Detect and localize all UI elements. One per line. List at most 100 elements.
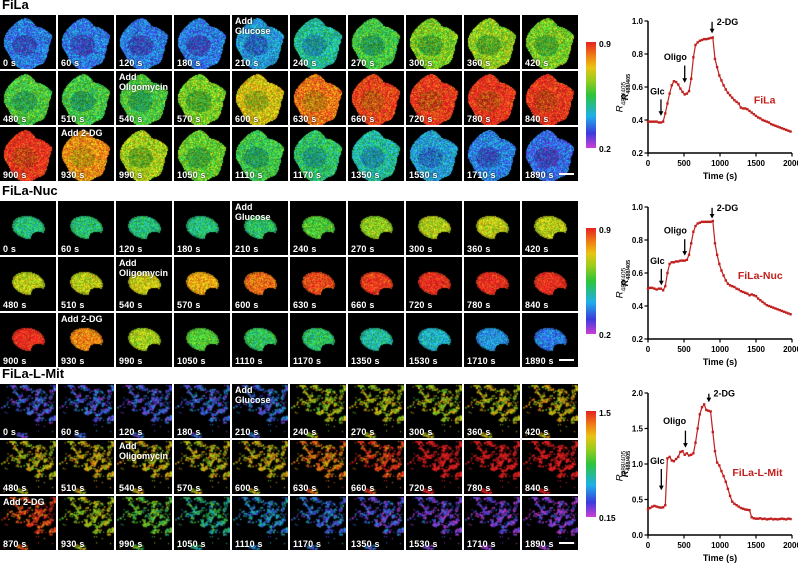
frame-time-label: 600 s bbox=[235, 114, 259, 124]
cell-image bbox=[174, 440, 230, 494]
data-marker bbox=[668, 455, 671, 459]
frame-time-label: 480 s bbox=[3, 114, 27, 124]
frame-time-label: 1710 s bbox=[467, 539, 496, 549]
cell-image bbox=[116, 15, 172, 69]
microscopy-grid: 0 s 60 s 120 s 180 s Add Glucose 210 s 240 s 27… bbox=[0, 201, 578, 367]
microscopy-frame: 570 s bbox=[174, 71, 230, 125]
data-marker bbox=[728, 494, 732, 498]
data-marker bbox=[759, 517, 762, 520]
cell-image bbox=[290, 71, 346, 125]
frame-time-label: 780 s bbox=[467, 300, 491, 310]
frame-time-label: 1350 s bbox=[351, 539, 380, 549]
data-marker bbox=[774, 124, 777, 127]
frame-time-label: 420 s bbox=[525, 427, 549, 437]
frame-time-label: 1350 s bbox=[351, 170, 380, 180]
data-marker bbox=[774, 517, 777, 521]
frame-annotation: Add Oligomycin bbox=[119, 441, 169, 462]
cell-image bbox=[116, 201, 172, 255]
frame-time-label: 120 s bbox=[119, 244, 143, 254]
microscopy-frame: 1170 s bbox=[290, 127, 346, 181]
colorbar-min-label: 0.2 bbox=[599, 330, 611, 340]
data-marker bbox=[700, 38, 704, 42]
cell-image bbox=[232, 440, 288, 494]
data-marker bbox=[694, 43, 697, 47]
frame-annotation: Add 2-DG bbox=[3, 497, 45, 507]
series-label: FiLa bbox=[754, 95, 776, 107]
colorbar-gradient bbox=[586, 42, 596, 148]
data-marker bbox=[782, 517, 786, 521]
data-marker bbox=[728, 284, 732, 287]
microscopy-frame: 660 s bbox=[348, 440, 404, 494]
data-marker bbox=[750, 516, 753, 519]
microscopy-frame: Add Oligomycin 540 s bbox=[116, 71, 172, 125]
cell-image bbox=[290, 440, 346, 494]
cell-image bbox=[464, 15, 520, 69]
frame-time-label: 1530 s bbox=[409, 170, 438, 180]
data-marker bbox=[769, 305, 773, 309]
microscopy-frame: 840 s bbox=[522, 71, 578, 125]
microscopy-frame: 990 s bbox=[116, 127, 172, 181]
data-marker bbox=[722, 84, 725, 87]
data-marker bbox=[655, 505, 658, 508]
data-marker bbox=[726, 282, 730, 285]
cell-image bbox=[58, 71, 114, 125]
microscopy-frame: 780 s bbox=[464, 257, 520, 311]
frame-time-label: 720 s bbox=[409, 300, 433, 310]
frame-time-label: 1170 s bbox=[293, 356, 322, 366]
microscopy-frame: 0 s bbox=[0, 384, 56, 438]
data-marker bbox=[763, 119, 766, 123]
frame-time-label: 930 s bbox=[61, 170, 85, 180]
cell-image bbox=[232, 313, 288, 367]
data-marker bbox=[702, 403, 706, 406]
data-marker bbox=[690, 77, 693, 80]
data-marker bbox=[739, 289, 743, 293]
data-marker bbox=[677, 455, 680, 459]
annotation-arrowhead bbox=[709, 213, 715, 219]
y-tick-label: 1.0 bbox=[632, 203, 644, 212]
cell-image bbox=[58, 201, 114, 255]
data-marker bbox=[756, 116, 760, 119]
data-marker bbox=[702, 220, 706, 224]
frame-time-label: 570 s bbox=[177, 300, 201, 310]
data-marker bbox=[653, 504, 656, 508]
data-marker bbox=[664, 503, 667, 507]
data-marker bbox=[763, 302, 766, 305]
microscopy-frame: 0 s bbox=[0, 15, 56, 69]
data-marker bbox=[772, 518, 775, 521]
x-tick-label: 1500 bbox=[747, 541, 765, 550]
x-tick-label: 0 bbox=[646, 159, 651, 168]
data-marker bbox=[653, 287, 656, 290]
data-marker bbox=[715, 253, 719, 257]
data-marker bbox=[769, 122, 773, 126]
frame-time-label: 60 s bbox=[61, 244, 80, 254]
data-marker bbox=[692, 230, 695, 233]
cell-image bbox=[406, 201, 462, 255]
data-marker bbox=[672, 80, 676, 83]
data-marker bbox=[679, 87, 682, 90]
frame-time-label: 180 s bbox=[177, 427, 201, 437]
data-marker bbox=[739, 506, 743, 510]
data-marker bbox=[718, 74, 721, 77]
frame-time-label: 900 s bbox=[3, 356, 27, 366]
cell-image bbox=[58, 257, 114, 311]
data-marker bbox=[756, 297, 760, 300]
data-marker bbox=[677, 260, 680, 263]
frame-time-label: 1110 s bbox=[235, 356, 263, 366]
cell-image bbox=[290, 257, 346, 311]
frame-time-label: 270 s bbox=[351, 58, 375, 68]
data-marker bbox=[711, 430, 714, 434]
data-marker bbox=[767, 121, 771, 124]
data-marker bbox=[765, 120, 768, 123]
microscopy-frame: Add 2-DG 930 s bbox=[58, 127, 114, 181]
cell-image bbox=[58, 313, 114, 367]
data-marker bbox=[746, 292, 749, 295]
series-label: FiLa-L-Mit bbox=[732, 467, 783, 479]
frame-time-label: 570 s bbox=[177, 114, 201, 124]
microscopy-frame: 240 s bbox=[290, 201, 346, 255]
data-marker bbox=[776, 518, 779, 521]
cell-image bbox=[522, 71, 578, 125]
microscopy-frame: 1170 s bbox=[290, 496, 346, 550]
data-marker bbox=[700, 406, 704, 409]
data-marker bbox=[726, 487, 730, 491]
data-marker bbox=[748, 508, 751, 512]
